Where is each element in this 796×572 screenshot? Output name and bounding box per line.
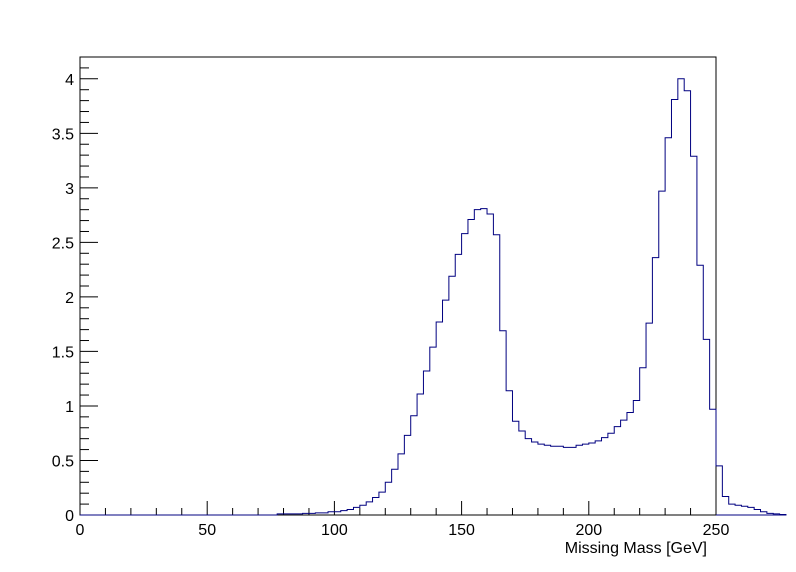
y-tick-label: 3: [65, 181, 74, 198]
y-axis-tick-labels: 0 0.5 1 1.5 2 2.5 3 3.5 4: [52, 72, 74, 525]
plot-frame: [79, 56, 717, 516]
y-tick-label: 1: [65, 399, 74, 416]
y-tick-label: 2: [65, 290, 74, 307]
x-axis-label: Missing Mass [GeV]: [565, 540, 707, 557]
x-tick-label: 0: [76, 522, 85, 539]
y-tick-label: 3.5: [52, 126, 74, 143]
y-tick-label: 4: [65, 72, 74, 89]
y-tick-label: 0: [65, 508, 74, 525]
histogram-line: [80, 78, 787, 516]
x-tick-label: 150: [448, 522, 475, 539]
x-tick-label: 250: [703, 522, 730, 539]
x-tick-label: 200: [575, 522, 602, 539]
x-tick-label: 100: [321, 522, 348, 539]
x-axis-tick-labels: 0 50 100 150 200 250: [76, 522, 730, 539]
x-tick-label: 50: [198, 522, 216, 539]
y-axis-ticks: [80, 56, 98, 516]
x-axis-ticks: [79, 501, 717, 515]
y-tick-label: 1.5: [52, 344, 74, 361]
y-tick-label: 2.5: [52, 235, 74, 252]
y-tick-label: 0.5: [52, 453, 74, 470]
